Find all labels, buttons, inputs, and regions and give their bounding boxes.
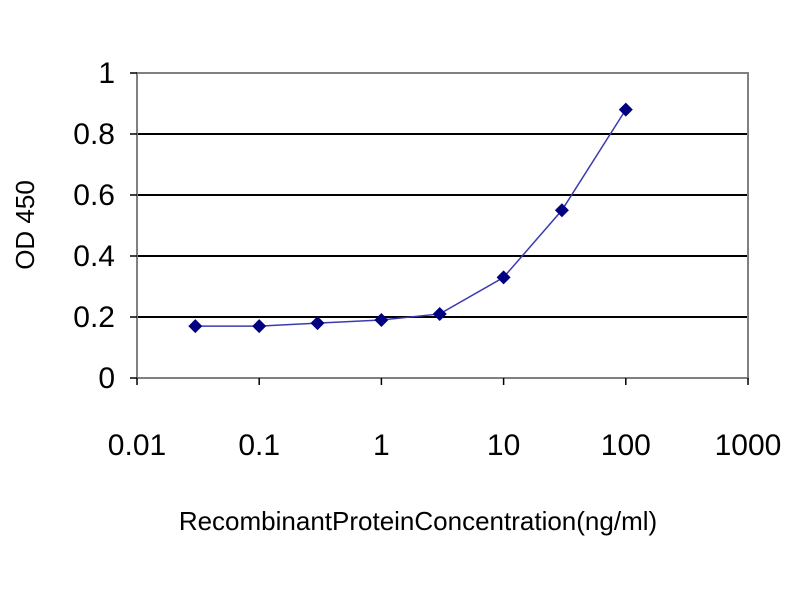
data-point-6 [554, 203, 569, 218]
x-tick-label-5: 1000 [715, 429, 782, 462]
data-point-0 [188, 319, 203, 334]
y-tick-label-2: 0.4 [73, 240, 115, 273]
data-point-2 [310, 316, 325, 331]
y-tick-label-4: 0.8 [73, 118, 115, 151]
y-axis-ticks: 0 0.2 0.4 0.6 0.8 1 [73, 57, 137, 395]
y-tick-label-0: 0 [98, 362, 115, 395]
y-tick-label-3: 0.6 [73, 179, 115, 212]
x-tick-label-3: 10 [487, 429, 520, 462]
data-point-7 [618, 102, 633, 117]
x-tick-label-2: 1 [373, 429, 390, 462]
y-tick-label-1: 0.2 [73, 301, 115, 334]
data-point-4 [432, 306, 447, 321]
plot-frame [136, 72, 749, 379]
y-axis-title: OD 450 [10, 180, 40, 270]
gridlines [137, 133, 748, 318]
series-group [188, 102, 633, 334]
data-point-3 [374, 313, 389, 328]
x-axis-ticks: 0.01 0.1 1 10 100 1000 [108, 378, 782, 462]
x-tick-label-0: 0.01 [108, 429, 166, 462]
x-tick-label-4: 100 [601, 429, 651, 462]
data-point-1 [252, 319, 267, 334]
series-line-0 [195, 109, 627, 327]
x-tick-label-1: 0.1 [238, 429, 280, 462]
y-tick-label-5: 1 [98, 57, 115, 90]
data-point-5 [496, 270, 511, 285]
x-axis-title: RecombinantProteinConcentration(ng/ml) [179, 506, 657, 536]
